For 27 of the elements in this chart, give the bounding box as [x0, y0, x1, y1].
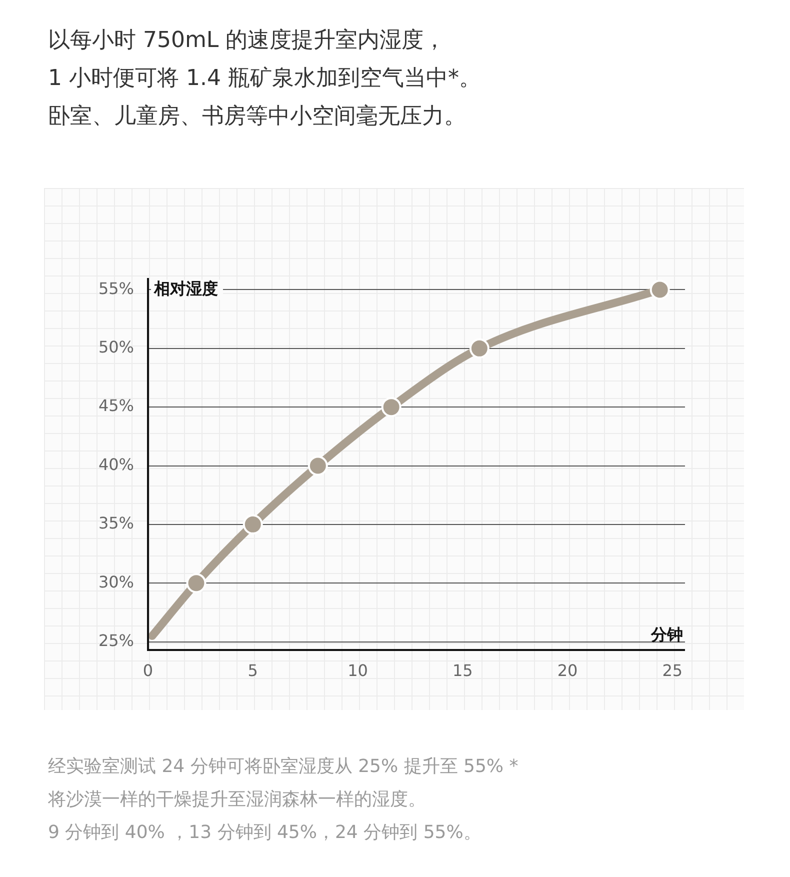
x-tick-label: 25	[662, 660, 683, 680]
x-axis-title: 分钟	[650, 625, 683, 644]
text: 卧室、儿童房、书房等中小空间毫无压力。	[48, 103, 467, 131]
x-tick-label: 5	[248, 660, 258, 680]
x-tick-label: 0	[142, 660, 154, 680]
chart-subtitle: 1 小时便可将 1.4 瓶矿泉水加到空气当中*。	[48, 65, 481, 93]
x-tick-label: 15	[452, 660, 473, 680]
chart-title: 以每小时 750mL 的速度提升室内湿度，	[48, 27, 447, 55]
point	[381, 397, 402, 418]
y-tick-label: 50%	[98, 338, 134, 357]
y-tick-label: 30%	[98, 572, 134, 592]
y-axis-title: 相对湿度	[153, 278, 218, 298]
y-tick-label: 45%	[98, 396, 134, 416]
point	[242, 514, 263, 534]
point	[469, 338, 490, 358]
point	[186, 573, 206, 594]
x-tick-label: 10	[348, 660, 368, 680]
point	[650, 280, 670, 300]
text: 将沙漠一样的干燥提升至湿润森林一样的湿度。	[48, 788, 427, 812]
point	[308, 456, 328, 476]
y-tick-label: 25%	[98, 630, 134, 650]
x-tick-label: 20	[557, 660, 578, 680]
y-tick-label: 40%	[98, 454, 134, 474]
y-tick-label: 55%	[98, 278, 134, 298]
text: 9 分钟到 40% ，13 分钟到 45%，24 分钟到 55%。	[48, 821, 482, 845]
y-tick-label: 35%	[98, 514, 134, 533]
text: 经实验室测试 24 分钟可将卧室湿度从 25% 提升至 55% *	[48, 755, 518, 779]
